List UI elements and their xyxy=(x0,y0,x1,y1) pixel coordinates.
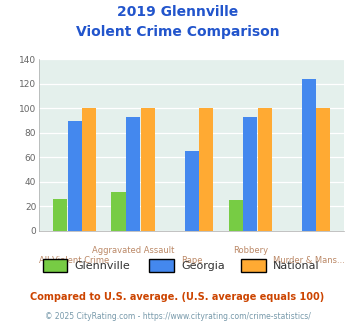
Bar xyxy=(53,199,67,231)
Text: Rape: Rape xyxy=(181,255,202,265)
Text: Murder & Mans...: Murder & Mans... xyxy=(273,255,345,265)
Bar xyxy=(185,151,199,231)
Text: Glennville: Glennville xyxy=(75,261,130,271)
Text: Compared to U.S. average. (U.S. average equals 100): Compared to U.S. average. (U.S. average … xyxy=(31,292,324,302)
Text: 2019 Glennville: 2019 Glennville xyxy=(117,5,238,19)
Bar xyxy=(141,109,155,231)
Bar xyxy=(258,109,272,231)
Bar xyxy=(316,109,331,231)
Bar xyxy=(82,109,96,231)
Text: All Violent Crime: All Violent Crime xyxy=(39,255,110,265)
Text: National: National xyxy=(273,261,320,271)
Bar xyxy=(199,109,213,231)
Bar xyxy=(111,192,126,231)
Bar xyxy=(67,121,82,231)
Bar xyxy=(302,79,316,231)
Text: Robbery: Robbery xyxy=(233,246,268,255)
Bar xyxy=(243,117,257,231)
Text: Georgia: Georgia xyxy=(181,261,225,271)
Text: Violent Crime Comparison: Violent Crime Comparison xyxy=(76,25,279,39)
Bar xyxy=(126,117,140,231)
Bar xyxy=(229,200,242,231)
Text: Aggravated Assault: Aggravated Assault xyxy=(92,246,174,255)
Text: © 2025 CityRating.com - https://www.cityrating.com/crime-statistics/: © 2025 CityRating.com - https://www.city… xyxy=(45,312,310,321)
